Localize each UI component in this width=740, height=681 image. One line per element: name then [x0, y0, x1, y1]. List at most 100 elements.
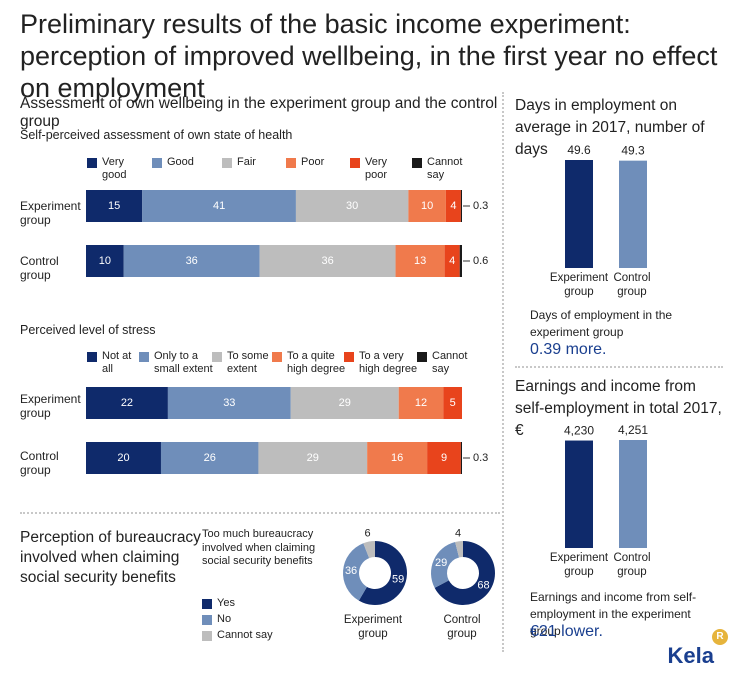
earnings-note-value: €21 lower.	[530, 623, 603, 640]
segment-value-label: 5	[450, 397, 456, 409]
segment-value-label: 33	[223, 397, 235, 409]
health-row-label-control: Control group	[20, 254, 59, 282]
stress-row-label-experiment: Experiment group	[20, 392, 81, 420]
donut-slice	[431, 541, 460, 588]
stress-row-label-control: Control group	[20, 449, 59, 477]
page-title: Preliminary results of the basic income …	[20, 9, 718, 103]
segment-value-label: 41	[213, 200, 225, 212]
health-row-label-experiment: Experiment group	[20, 199, 81, 227]
bar-segment	[290, 387, 399, 419]
legend-label: To some extent	[227, 350, 269, 375]
legend-swatch	[417, 352, 427, 362]
bar-segment	[142, 190, 296, 222]
health-subheading: Self-perceived assessment of own state o…	[20, 128, 293, 142]
bar-segment	[86, 387, 168, 419]
bar-value-label: 49.6	[567, 143, 591, 157]
vertical-bar	[619, 160, 647, 268]
legend-label: Only to a small extent	[154, 350, 213, 375]
bar-segment	[258, 442, 368, 474]
bar-segment	[444, 245, 460, 277]
stress-bar-chart: 22 33 29 12 5 20 26 29 16 9 0.3	[86, 387, 488, 474]
legend-label: Cannot say	[217, 629, 273, 641]
bar-segment	[445, 190, 461, 222]
segment-value-label: 9	[441, 452, 447, 464]
vertical-divider	[502, 92, 504, 652]
legend-swatch	[87, 352, 97, 362]
stress-subheading: Perceived level of stress	[20, 323, 156, 337]
legend-swatch	[222, 158, 232, 168]
bureaucracy-heading: Perception of bureaucracy involved when …	[20, 529, 201, 586]
bar-segment	[398, 387, 444, 419]
segment-value-label: 26	[204, 452, 216, 464]
donut-slice	[455, 541, 463, 558]
bar-segment	[86, 442, 161, 474]
segment-value-label: 36	[186, 255, 198, 267]
outside-value-label: 0.6	[473, 255, 488, 267]
logo-text: Kela	[667, 643, 714, 668]
bar-segment	[86, 245, 124, 277]
bar-segment	[427, 442, 461, 474]
employment-note: Days of employment in the experiment gro…	[530, 308, 673, 339]
bar-segment	[408, 190, 446, 222]
bar-segment	[443, 387, 462, 419]
segment-value-label: 20	[117, 452, 129, 464]
segment-value-label: 22	[121, 397, 133, 409]
bureaucracy-donut-chart: 59 36 6 68 29 4	[343, 527, 495, 605]
bar-segment	[459, 245, 462, 277]
bar-segment	[123, 245, 260, 277]
vertical-bar	[565, 440, 593, 548]
legend-label: Very poor	[365, 156, 388, 181]
segment-value-label: 30	[346, 200, 358, 212]
legend-swatch	[272, 352, 282, 362]
segment-value-label: 15	[108, 200, 120, 212]
donut-slice	[363, 541, 375, 559]
earnings-label-experiment: Experiment group	[549, 552, 609, 578]
bar-segment	[259, 245, 396, 277]
divider-wellbeing-bureaucracy	[20, 512, 500, 514]
kela-logo: Kela	[668, 643, 714, 669]
outside-value-label: 0.3	[473, 200, 488, 212]
bar-segment	[460, 442, 462, 474]
legend-swatch	[202, 599, 212, 609]
donut-value-label: 36	[345, 565, 357, 577]
legend-swatch	[202, 631, 212, 641]
earnings-heading: Earnings and income from self-employment…	[515, 378, 722, 439]
bar-segment	[460, 190, 462, 222]
bar-value-label: 4,230	[564, 424, 594, 438]
donut-value-label: 6	[365, 528, 371, 540]
earnings-note: Earnings and income from self-employment…	[530, 590, 697, 638]
segment-value-label: 4	[450, 200, 456, 212]
bar-value-label: 49.3	[621, 144, 645, 158]
donut-slice	[434, 541, 495, 605]
donut-label-experiment: Experiment group	[343, 614, 403, 640]
legend-swatch	[87, 158, 97, 168]
segment-value-label: 10	[99, 255, 111, 267]
legend-label: To a quite high degree	[287, 350, 346, 375]
vertical-bar	[619, 440, 647, 548]
segment-value-label: 36	[321, 255, 333, 267]
earnings-label-control: Control group	[613, 552, 651, 578]
legend-swatch	[212, 352, 222, 362]
days-label-control: Control group	[613, 272, 651, 298]
days-label-experiment: Experiment group	[549, 272, 609, 298]
employment-days-chart: 49.6 49.3	[565, 143, 647, 268]
legend-swatch	[202, 615, 212, 625]
donut-value-label: 68	[477, 579, 489, 591]
legend-swatch	[152, 158, 162, 168]
segment-value-label: 29	[339, 397, 351, 409]
donut-value-label: 29	[435, 557, 447, 569]
bar-segment	[160, 442, 259, 474]
legend-label: Poor	[301, 156, 325, 168]
donut-slice	[358, 541, 407, 605]
legend-swatch	[350, 158, 360, 168]
legend-label: No	[217, 613, 232, 625]
donut-value-label: 4	[455, 527, 461, 539]
legend-label: Very good	[102, 156, 127, 181]
legend-label: Cannot say	[432, 350, 468, 375]
earnings-chart: 4,230 4,251	[564, 423, 648, 548]
employment-note-value: 0.39 more.	[530, 341, 607, 358]
legend-swatch	[139, 352, 149, 362]
segment-value-label: 10	[421, 200, 433, 212]
segment-value-label: 4	[449, 255, 455, 267]
donut-value-label: 59	[392, 573, 404, 585]
